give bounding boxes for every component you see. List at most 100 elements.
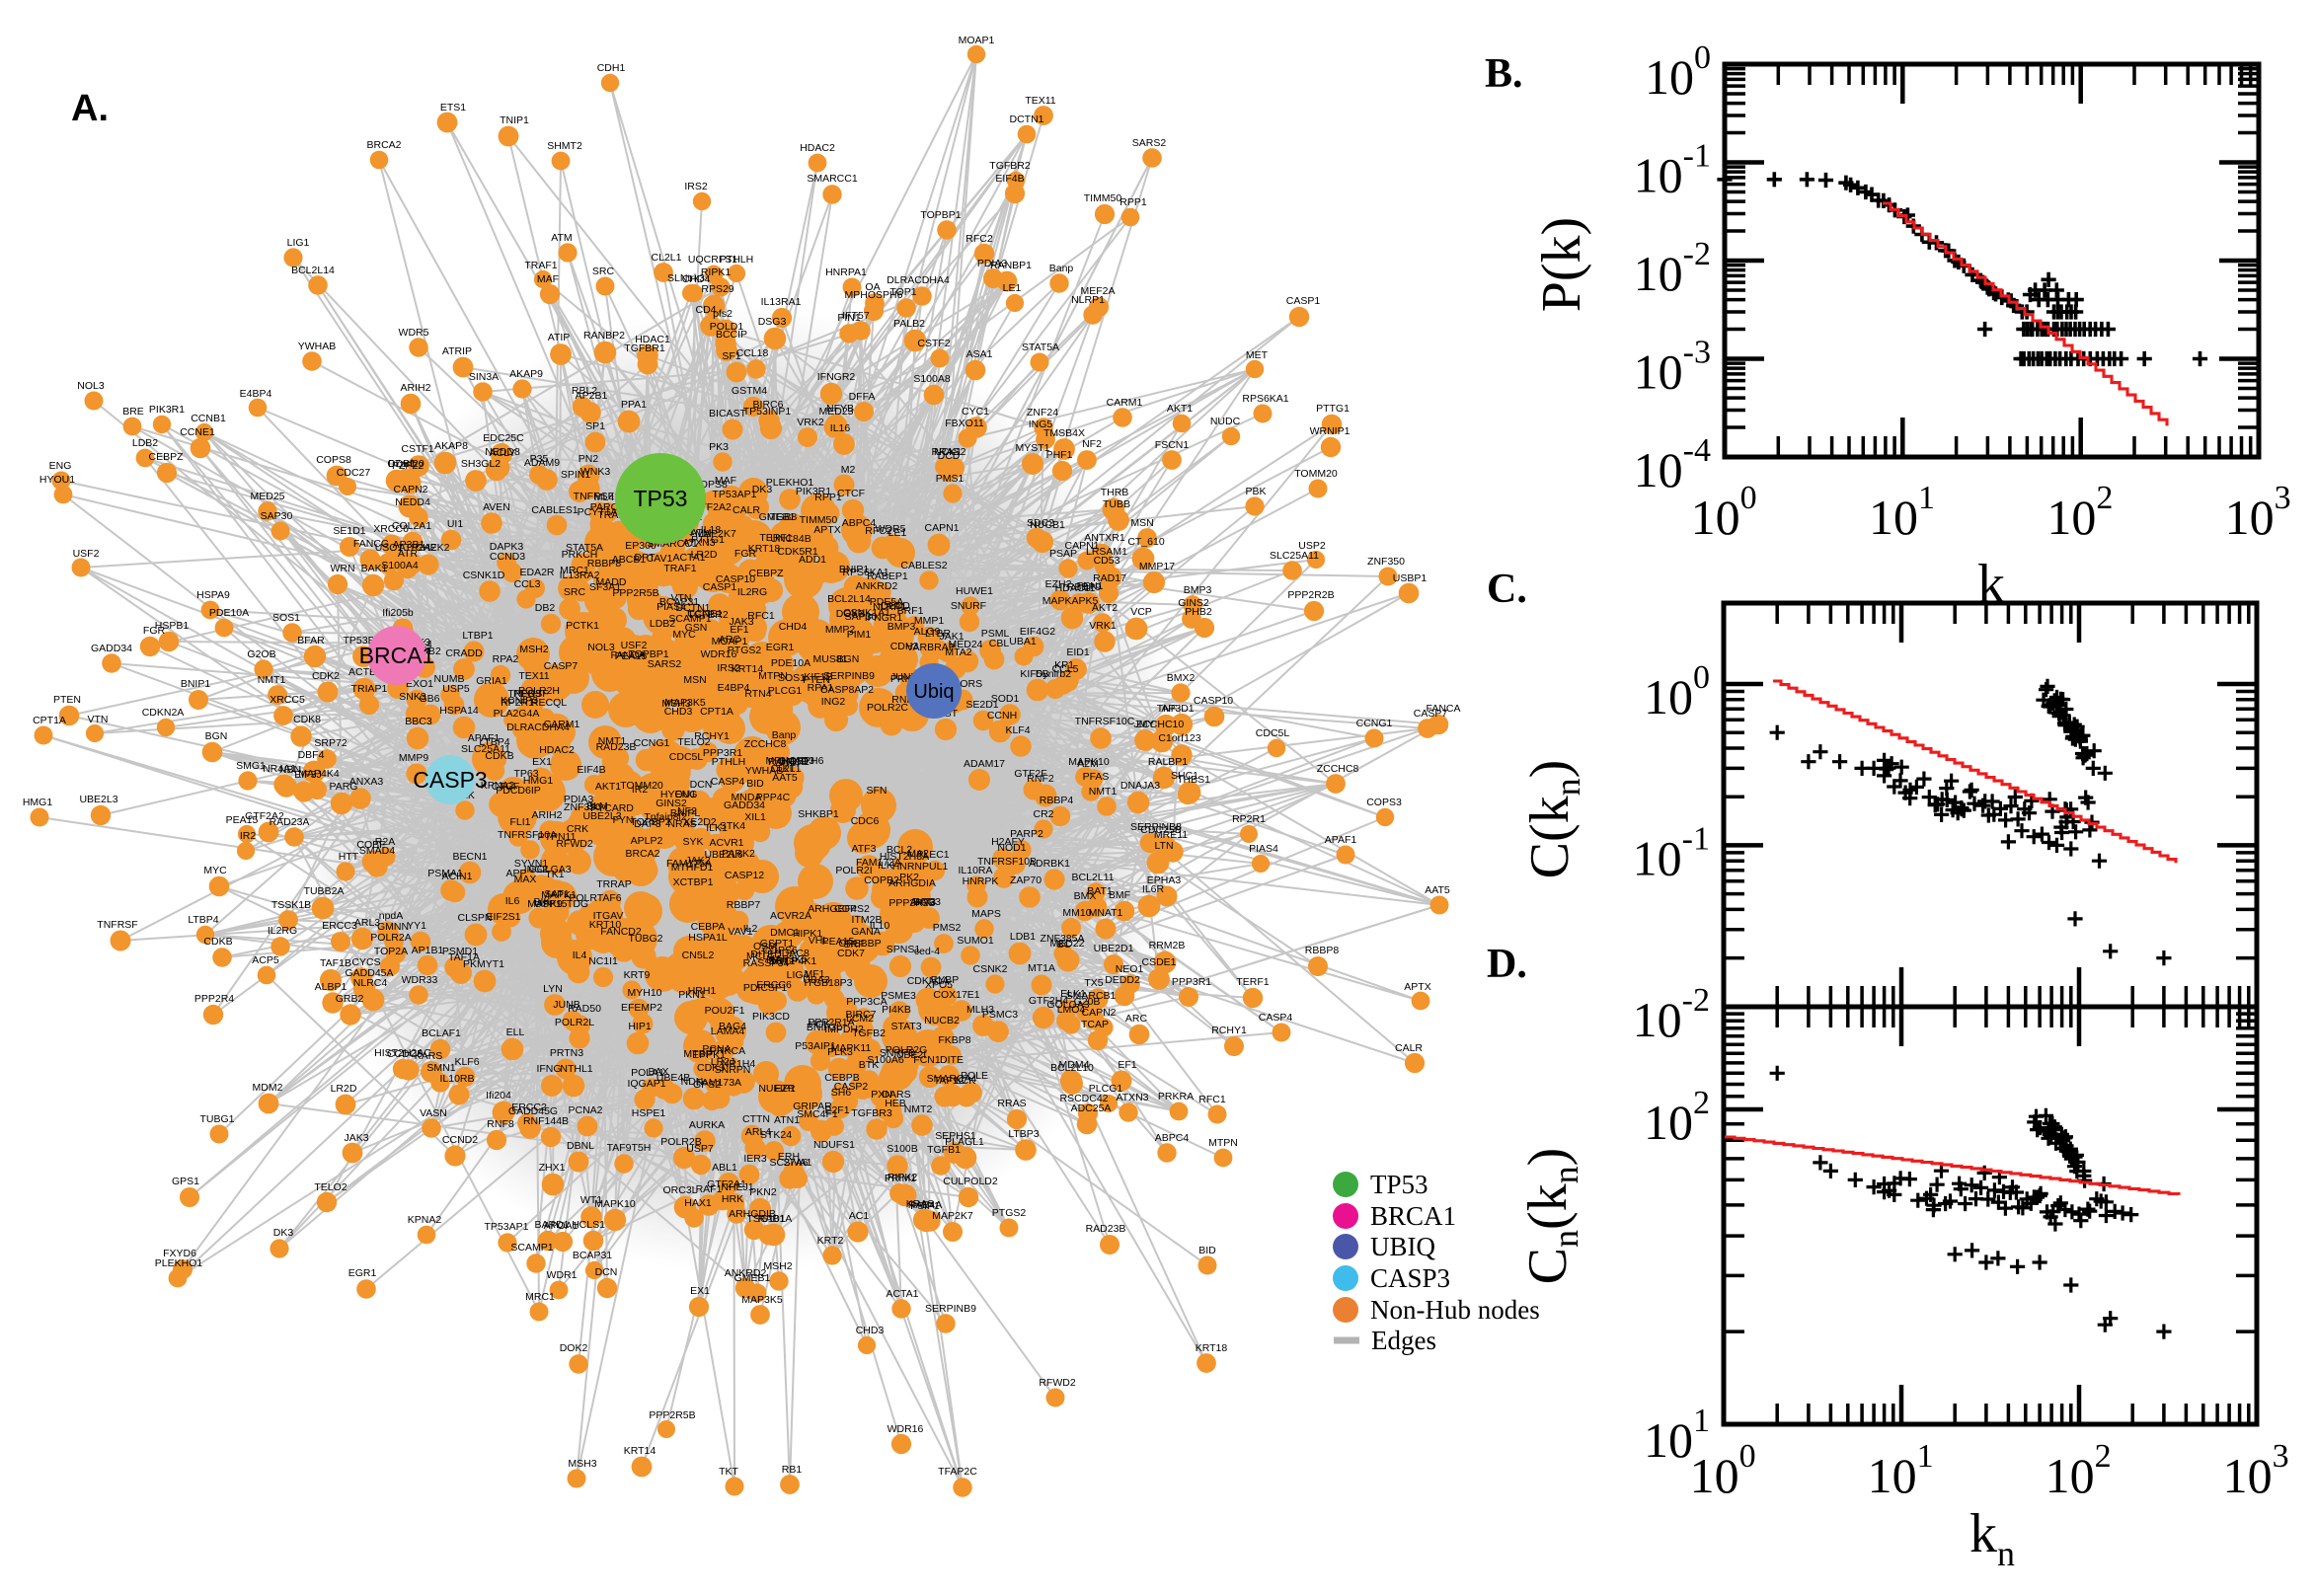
svg-text:BMP3: BMP3 xyxy=(888,621,916,633)
svg-text:SLC25A11: SLC25A11 xyxy=(1270,550,1319,562)
svg-text:AC1: AC1 xyxy=(849,1210,870,1222)
svg-text:MAPS: MAPS xyxy=(971,908,1001,920)
svg-text:BAG3: BAG3 xyxy=(913,896,941,908)
svg-text:POLRTAF6: POLRTAF6 xyxy=(569,892,621,904)
svg-text:ORC3L: ORC3L xyxy=(662,1184,697,1196)
svg-text:FGR: FGR xyxy=(143,625,166,637)
svg-text:MYH10: MYH10 xyxy=(627,987,661,999)
svg-text:NMT1: NMT1 xyxy=(598,735,627,747)
svg-text:PPP2R4: PPP2R4 xyxy=(194,993,234,1005)
svg-text:PPP4C: PPP4C xyxy=(756,792,791,803)
svg-text:CCL18: CCL18 xyxy=(736,347,769,359)
svg-text:ACLY: ACLY xyxy=(490,447,516,459)
svg-text:ALG9: ALG9 xyxy=(914,626,941,638)
svg-text:SERPINB9: SERPINB9 xyxy=(925,1303,976,1315)
svg-text:PTGS2: PTGS2 xyxy=(728,645,762,656)
svg-text:Ifi204: Ifi204 xyxy=(486,1090,511,1102)
svg-text:LYN: LYN xyxy=(543,983,563,995)
svg-text:ZNF24: ZNF24 xyxy=(1027,407,1058,418)
svg-text:USF2: USF2 xyxy=(621,640,648,651)
svg-text:CABLES1: CABLES1 xyxy=(531,504,578,516)
svg-text:KRT14: KRT14 xyxy=(624,1445,656,1457)
svg-text:VCP: VCP xyxy=(1130,606,1152,618)
svg-text:LR2D: LR2D xyxy=(691,549,718,561)
svg-text:IFNGR2: IFNGR2 xyxy=(817,371,856,383)
svg-text:BFAR: BFAR xyxy=(297,635,325,646)
svg-text:Ubiq: Ubiq xyxy=(913,681,954,703)
svg-text:AURKA: AURKA xyxy=(689,1119,725,1131)
svg-text:DLRACDHA4: DLRACDHA4 xyxy=(506,722,570,733)
svg-text:PBK: PBK xyxy=(1245,486,1266,497)
svg-text:BCL2L14: BCL2L14 xyxy=(291,265,335,276)
svg-text:AP3D1: AP3D1 xyxy=(1161,703,1194,715)
svg-text:KCNIP3: KCNIP3 xyxy=(501,695,538,707)
svg-text:CLSPN: CLSPN xyxy=(457,912,492,924)
svg-text:CASP1: CASP1 xyxy=(703,581,737,593)
svg-text:COL2A1: COL2A1 xyxy=(392,520,431,532)
svg-text:PLEKHO1: PLEKHO1 xyxy=(155,1257,203,1269)
svg-text:KRT18: KRT18 xyxy=(748,543,781,555)
svg-text:MMP17: MMP17 xyxy=(1139,561,1175,572)
svg-text:RFC2: RFC2 xyxy=(865,525,892,537)
svg-text:AVEN: AVEN xyxy=(483,501,510,513)
svg-text:SFN: SFN xyxy=(867,785,888,797)
svg-text:CHD4: CHD4 xyxy=(779,621,808,633)
svg-text:MSN: MSN xyxy=(1130,517,1153,529)
svg-text:EGR1: EGR1 xyxy=(766,642,795,653)
svg-text:APTX: APTX xyxy=(813,524,840,536)
svg-text:TNFRSF: TNFRSF xyxy=(97,919,137,931)
svg-text:C1orf123: C1orf123 xyxy=(1158,732,1200,744)
svg-text:GRB2: GRB2 xyxy=(336,993,364,1005)
svg-text:LDB2: LDB2 xyxy=(650,618,675,630)
svg-text:JAK3: JAK3 xyxy=(344,1132,368,1144)
svg-text:MSN: MSN xyxy=(683,674,706,686)
svg-text:BRF1: BRF1 xyxy=(897,605,924,617)
svg-text:HDAC2: HDAC2 xyxy=(539,744,575,756)
svg-text:IL4: IL4 xyxy=(573,950,587,961)
svg-text:NUMB: NUMB xyxy=(434,673,465,685)
svg-text:ABPC4: ABPC4 xyxy=(1155,1132,1190,1144)
svg-text:CD53: CD53 xyxy=(1094,555,1120,567)
svg-text:RFC1: RFC1 xyxy=(1198,1094,1226,1105)
svg-text:PMS1: PMS1 xyxy=(936,473,965,485)
svg-text:SERPINB9: SERPINB9 xyxy=(823,670,875,682)
svg-text:BECN1: BECN1 xyxy=(452,851,487,863)
svg-text:NDUFS1: NDUFS1 xyxy=(813,1139,855,1151)
svg-text:IL2RG: IL2RG xyxy=(268,925,297,937)
svg-text:KLF4: KLF4 xyxy=(1005,724,1030,736)
svg-text:ANXA3: ANXA3 xyxy=(349,776,384,788)
svg-text:PIK3R1: PIK3R1 xyxy=(796,486,831,497)
svg-text:RRAS: RRAS xyxy=(997,1098,1026,1109)
svg-text:Banp: Banp xyxy=(772,729,797,741)
svg-text:H2AFY: H2AFY xyxy=(991,836,1025,848)
svg-text:HEB: HEB xyxy=(885,1098,906,1109)
svg-text:CALR: CALR xyxy=(1395,1042,1423,1054)
svg-text:RNF144B: RNF144B xyxy=(523,1115,569,1127)
svg-text:NC1I1: NC1I1 xyxy=(588,955,618,967)
svg-text:SRC: SRC xyxy=(564,586,586,598)
svg-text:VRK1: VRK1 xyxy=(1089,620,1117,632)
svg-text:PLCG1: PLCG1 xyxy=(1089,1083,1123,1095)
svg-text:EX1: EX1 xyxy=(532,756,552,768)
svg-text:CL2L1: CL2L1 xyxy=(652,252,682,264)
svg-text:PSMD1: PSMD1 xyxy=(442,946,478,957)
svg-text:RYBP: RYBP xyxy=(931,974,959,986)
svg-text:PTEN: PTEN xyxy=(803,674,830,686)
svg-text:k: k xyxy=(1977,554,2005,615)
svg-text:BGN: BGN xyxy=(205,730,228,742)
svg-text:FBXO11: FBXO11 xyxy=(945,418,984,429)
svg-text:NMT1: NMT1 xyxy=(258,674,286,686)
svg-text:ACIN1: ACIN1 xyxy=(442,871,473,882)
svg-text:ACTA1: ACTA1 xyxy=(672,552,705,564)
svg-text:MOAP1: MOAP1 xyxy=(712,636,748,647)
svg-text:ATP2A2: ATP2A2 xyxy=(399,542,436,554)
svg-text:HDAC11: HDAC11 xyxy=(1055,582,1096,594)
svg-text:PN2: PN2 xyxy=(579,453,599,465)
svg-text:TK1: TK1 xyxy=(545,869,564,880)
svg-text:CEBPZ: CEBPZ xyxy=(148,451,184,463)
svg-text:EFEMP2: EFEMP2 xyxy=(621,1002,662,1014)
svg-text:MET: MET xyxy=(1246,349,1269,361)
svg-text:WDR1: WDR1 xyxy=(547,1269,578,1281)
svg-text:EF1: EF1 xyxy=(730,624,748,636)
svg-text:TP53: TP53 xyxy=(1370,1170,1428,1199)
